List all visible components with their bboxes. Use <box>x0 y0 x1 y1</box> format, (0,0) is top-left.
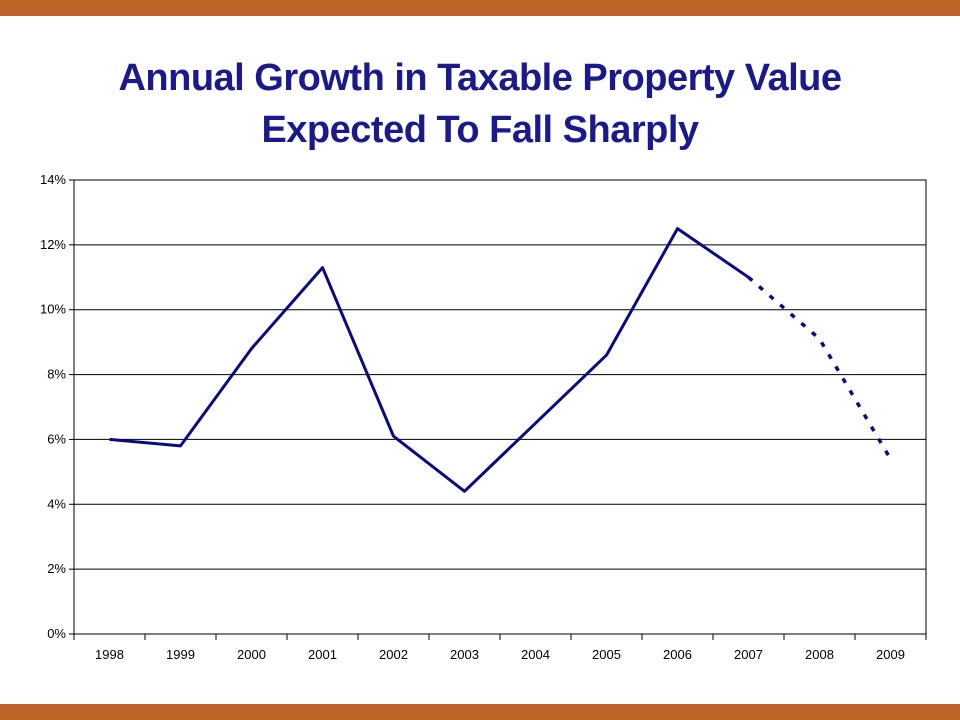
bottom-accent-band <box>0 704 960 720</box>
y-tick-label: 4% <box>47 496 66 511</box>
chart-title-line1: Annual Growth in Taxable Property Value <box>118 57 842 99</box>
x-tick-label: 2009 <box>876 647 905 662</box>
x-tick-label: 2002 <box>379 647 408 662</box>
y-tick-label: 12% <box>40 237 66 252</box>
x-tick-label: 2008 <box>805 647 834 662</box>
y-tick-label: 6% <box>47 431 66 446</box>
x-tick-label: 1998 <box>95 647 124 662</box>
y-tick-label: 2% <box>47 561 66 576</box>
y-tick-label: 0% <box>47 626 66 641</box>
x-tick-label: 1999 <box>166 647 195 662</box>
actual-growth-line <box>109 227 750 493</box>
x-tick-label: 2006 <box>663 647 692 662</box>
x-tick-label: 2003 <box>450 647 479 662</box>
projected-growth-line <box>747 275 893 460</box>
top-accent-band <box>0 0 960 16</box>
chart-title-line2: Expected To Fall Sharply <box>261 109 699 151</box>
y-tick-label: 10% <box>40 302 66 317</box>
chart-title: Annual Growth in Taxable Property Value … <box>0 52 960 156</box>
y-tick-label: 14% <box>40 172 66 187</box>
x-tick-label: 2005 <box>592 647 621 662</box>
y-tick-label: 8% <box>47 367 66 382</box>
x-tick-label: 2007 <box>734 647 763 662</box>
x-tick-label: 2001 <box>308 647 337 662</box>
plot-area-frame <box>73 179 927 635</box>
x-tick-label: 2004 <box>521 647 550 662</box>
x-tick-label: 2000 <box>237 647 266 662</box>
